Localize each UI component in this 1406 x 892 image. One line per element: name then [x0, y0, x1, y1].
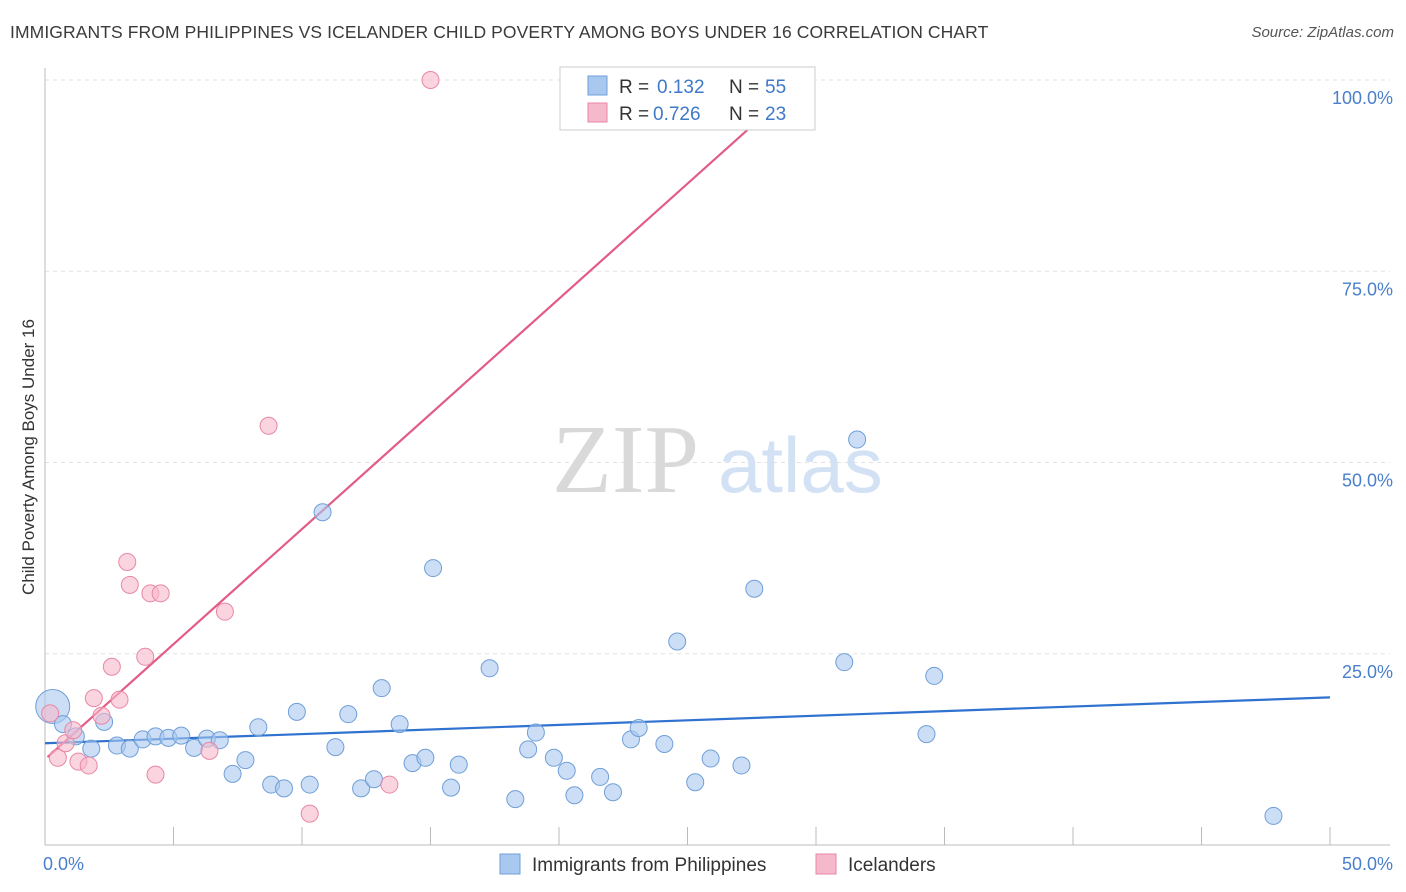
icelanders-trend-line: [46, 79, 804, 758]
philippines-point: [313, 503, 332, 522]
legend-r-value-2: 0.726: [653, 104, 701, 125]
chart-title: IMMIGRANTS FROM PHILIPPINES VS ICELANDER…: [10, 22, 989, 42]
gridlines: [45, 79, 1390, 655]
icelanders-point: [421, 71, 440, 89]
icelanders-point: [48, 748, 67, 767]
legend-r-label-2: R =: [619, 104, 649, 125]
philippines-point: [544, 748, 563, 767]
bottom-legend: Immigrants from Philippines Icelanders: [499, 853, 936, 876]
data-points: [35, 71, 1283, 825]
icelanders-point: [102, 657, 121, 676]
legend-n-label-1: N =: [729, 77, 759, 98]
icelanders-point: [215, 602, 234, 621]
y-tick-labels: 25.0% 50.0% 75.0% 100.0%: [1332, 88, 1393, 682]
philippines-point: [236, 751, 255, 770]
philippines-point: [300, 775, 319, 794]
legend-swatch-icelanders: [587, 102, 608, 123]
philippines-point: [835, 653, 854, 672]
legend-n-value-1: 55: [765, 77, 786, 98]
philippines-point: [745, 579, 764, 598]
philippines-point: [223, 764, 242, 783]
philippines-point: [172, 726, 191, 745]
icelanders-point: [84, 689, 103, 708]
philippines-point: [526, 723, 545, 742]
philippines-point: [506, 790, 525, 809]
philippines-point: [449, 755, 468, 774]
philippines-point: [390, 715, 409, 734]
philippines-point: [655, 735, 674, 754]
icelanders-point: [259, 416, 278, 435]
y-tick-label: 25.0%: [1342, 662, 1393, 682]
philippines-point: [1264, 806, 1283, 825]
x-tick-label: 0.0%: [43, 854, 84, 874]
icelanders-point: [118, 552, 137, 571]
icelanders-point: [200, 741, 219, 760]
philippines-point: [352, 779, 371, 798]
icelanders-point: [120, 575, 139, 594]
philippines-point: [925, 666, 944, 685]
legend-r-label-1: R =: [619, 77, 649, 98]
philippines-point: [416, 748, 435, 767]
icelanders-point: [380, 775, 399, 794]
watermark: ZIP atlas: [552, 406, 883, 514]
philippines-point: [287, 702, 306, 721]
source-label: Source: ZipAtlas.com: [1251, 24, 1394, 41]
legend-n-value-2: 23: [765, 104, 786, 125]
philippines-point: [591, 767, 610, 786]
philippines-point: [668, 632, 687, 651]
philippines-point: [701, 749, 720, 768]
legend-swatch-philippines: [587, 75, 608, 96]
philippines-point: [275, 779, 294, 798]
philippines-point: [120, 739, 139, 758]
philippines-point: [364, 770, 383, 789]
philippines-point: [557, 761, 576, 780]
y-tick-label: 50.0%: [1342, 471, 1393, 491]
icelanders-point: [64, 721, 83, 740]
philippines-point: [339, 705, 358, 724]
philippines-point: [249, 718, 268, 737]
icelanders-point: [151, 584, 170, 603]
bottom-legend-swatch-icelanders: [815, 853, 837, 875]
philippines-point: [519, 740, 538, 759]
x-tick-labels: 0.0% 50.0%: [43, 854, 1393, 874]
icelanders-point: [300, 804, 319, 823]
philippines-point: [565, 786, 584, 805]
legend: R = 0.132 N = 55 R = 0.726 N = 23: [559, 66, 816, 131]
icelanders-point: [110, 690, 129, 709]
philippines-point: [629, 718, 648, 737]
y-axis-label: Child Poverty Among Boys Under 16: [19, 319, 38, 595]
philippines-trend-line: [44, 696, 1331, 745]
bottom-legend-label-philippines: Immigrants from Philippines: [532, 855, 766, 876]
bottom-legend-swatch-philippines: [499, 853, 521, 875]
legend-r-value-1: 0.132: [657, 77, 705, 98]
legend-n-label-2: N =: [729, 104, 759, 125]
y-tick-label: 75.0%: [1342, 279, 1393, 299]
bottom-legend-label-icelanders: Icelanders: [848, 855, 936, 876]
icelanders-point: [136, 647, 155, 666]
philippines-point: [82, 739, 101, 758]
icelanders-point: [79, 756, 98, 775]
y-tick-label: 100.0%: [1332, 88, 1393, 108]
philippines-point: [442, 778, 461, 797]
icelanders-point: [92, 706, 111, 725]
philippines-point: [848, 430, 867, 449]
philippines-point: [424, 559, 443, 578]
x-tick-label: 50.0%: [1342, 854, 1393, 874]
watermark-zip: ZIP: [552, 406, 699, 514]
icelanders-point: [146, 765, 165, 784]
philippines-point: [480, 659, 499, 678]
philippines-point: [686, 773, 705, 792]
philippines-point: [326, 738, 345, 757]
philippines-point: [372, 679, 391, 698]
philippines-point: [603, 783, 622, 802]
icelanders-point: [41, 704, 60, 723]
philippines-point: [732, 756, 751, 775]
philippines-point: [917, 725, 936, 744]
